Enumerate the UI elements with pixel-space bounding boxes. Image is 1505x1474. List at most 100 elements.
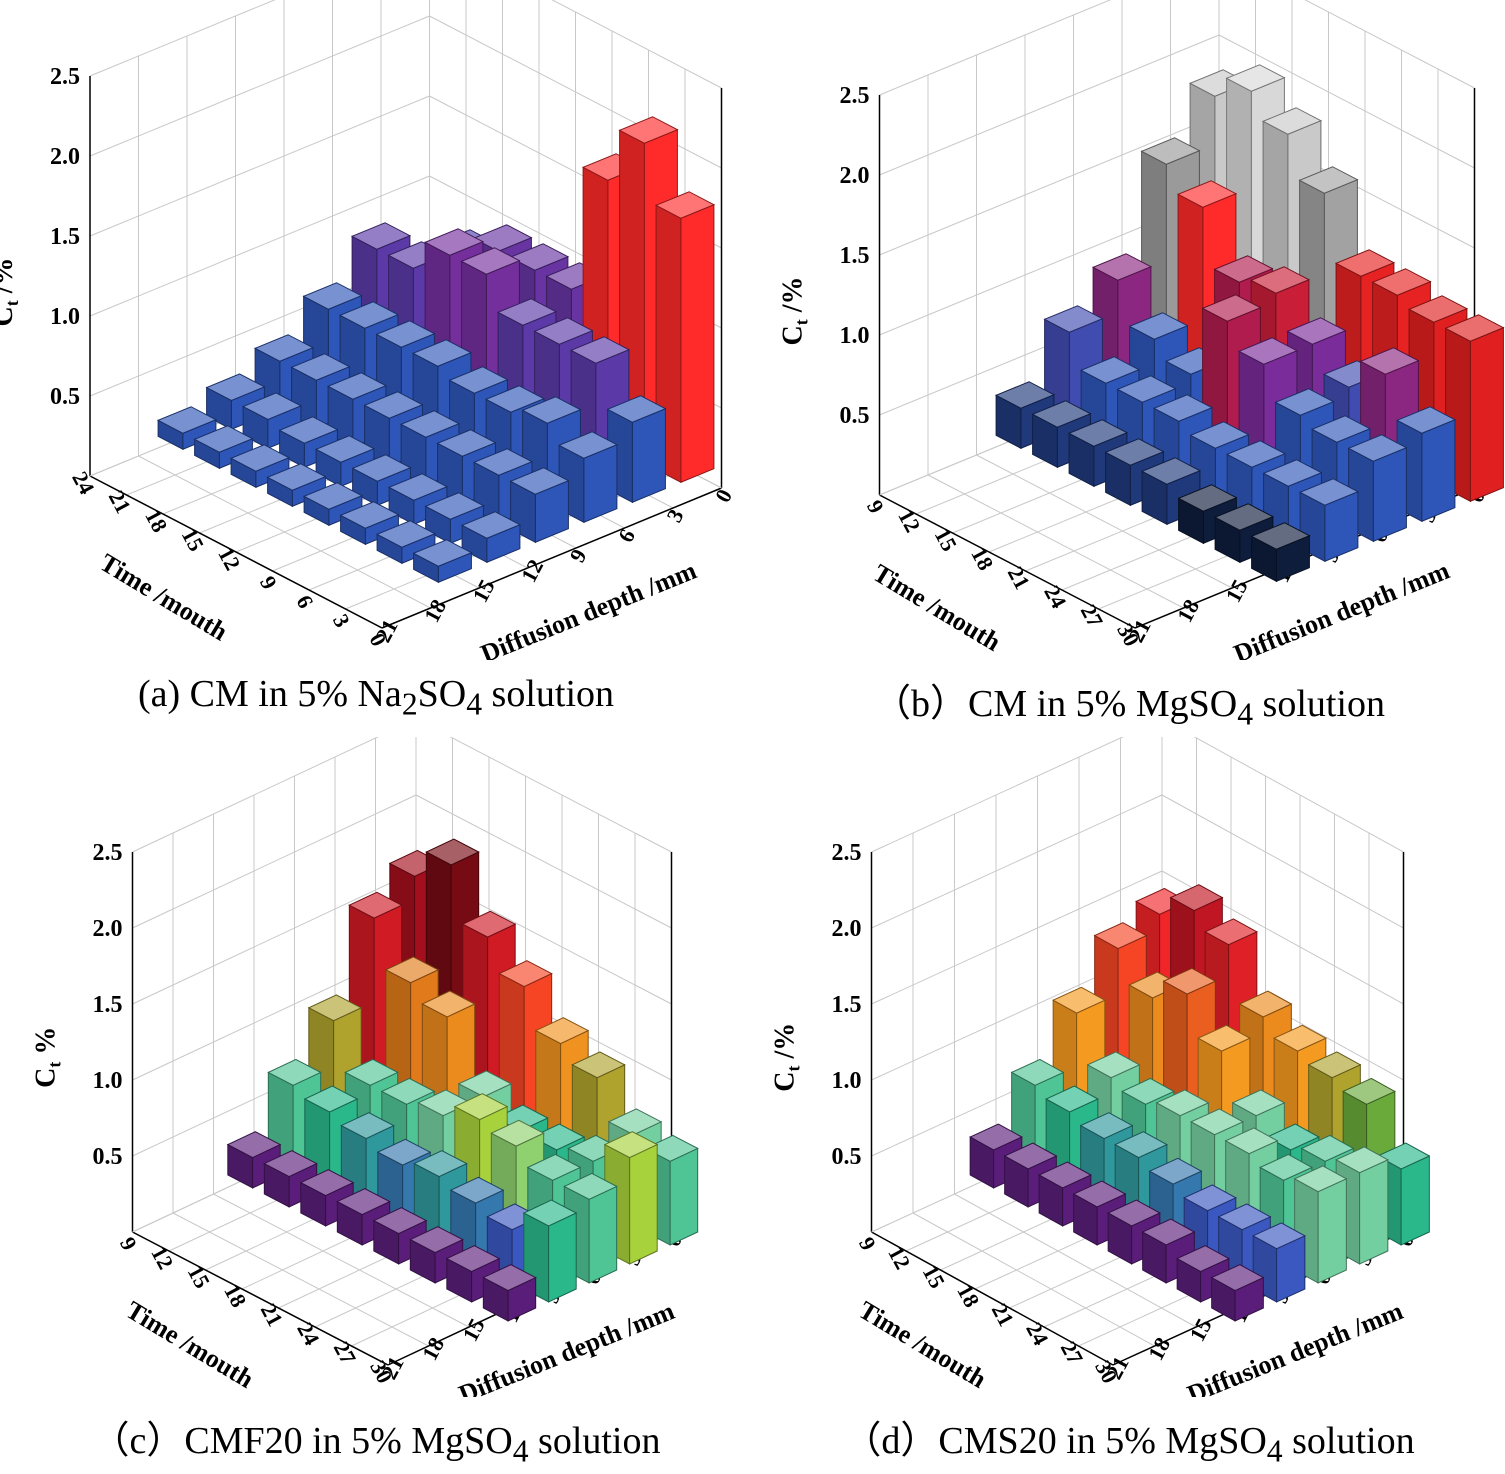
bar-face-top: [1249, 266, 1311, 294]
bar-face-top: [1086, 1051, 1141, 1079]
time-tick-label: 15: [930, 524, 962, 555]
bar-face-top: [1213, 503, 1275, 531]
bar-face-left: [1359, 1159, 1389, 1265]
bar-3d: [1250, 522, 1311, 583]
bar-face-top: [1238, 990, 1293, 1018]
z-tick-label: 1.0: [840, 323, 870, 349]
gridline: [912, 1212, 1155, 1347]
time-tick-label: 21: [1003, 562, 1035, 593]
bar-face-top: [461, 910, 517, 938]
bar-face-top: [1300, 1134, 1355, 1162]
bar-face-top: [453, 1093, 509, 1121]
z-axis: 0.5 1.0 1.5 2.0 2.5 Ct /%: [778, 83, 870, 429]
bar-face-top: [1148, 1157, 1203, 1185]
bar-face-top: [387, 473, 449, 501]
chart-panel-b: 0.5 1.0 1.5 2.0 2.5 Ct /% 9 12 15 18 21 24 27 30 Time …: [753, 0, 1505, 737]
depth-tick-label: 18: [1143, 1333, 1175, 1364]
bar-face-top: [1155, 1089, 1210, 1117]
bar-face-top: [457, 1070, 513, 1098]
bar-face-top: [1213, 255, 1274, 283]
depth-tick-label: 0: [710, 485, 737, 506]
bar-3d: [375, 520, 437, 565]
bar-face-top: [1189, 421, 1250, 449]
bar-face-top: [1201, 294, 1262, 322]
z-axis: 0.5 1.0 1.5 2.0 2.5 Ct /%: [770, 840, 862, 1170]
bar-face-top: [563, 1172, 618, 1200]
gridline: [89, 15, 430, 157]
time-tick-label: 12: [146, 1242, 178, 1273]
bar-face-top: [1273, 1024, 1327, 1052]
bar-3d: [482, 1264, 537, 1322]
gridline: [172, 1212, 429, 1347]
z-tick-label: 0.5: [840, 403, 870, 429]
time-tick-label: 9: [862, 496, 889, 517]
bar-face-top: [482, 1264, 537, 1292]
depth-tick-label: 15: [467, 575, 499, 606]
bar-face-left: [1400, 1155, 1430, 1246]
bar-3d: [193, 425, 254, 470]
z-tick-label: 2.5: [840, 83, 870, 109]
bar-face-top: [1162, 967, 1217, 995]
gridline: [1193, 737, 1404, 853]
bar-face-top: [607, 1108, 663, 1136]
time-tick-label: 18: [952, 1280, 984, 1311]
z-tick-label: 2.0: [50, 144, 80, 170]
gridline: [1218, 34, 1475, 169]
bar-face-top: [1293, 1165, 1348, 1193]
bar-face-top: [445, 1245, 501, 1273]
time-tick-label: 21: [987, 1299, 1019, 1330]
depth-tick-label: 18: [419, 595, 451, 626]
bar-face-top: [303, 1085, 359, 1113]
bar-face-top: [290, 353, 351, 381]
bar-face-top: [1310, 415, 1372, 443]
z-tick-label: 2.5: [50, 64, 80, 90]
bar-face-top: [1107, 1199, 1161, 1227]
bar-3d: [1141, 1218, 1196, 1284]
bars: [156, 116, 716, 584]
bar-face-top: [1395, 406, 1457, 434]
bar-face-top: [1114, 1131, 1168, 1159]
depth-axis-label: Diffusion depth /mm: [455, 1296, 679, 1397]
bar-face-top: [399, 410, 461, 438]
time-axis-label: Time /mouth: [95, 548, 233, 647]
bar-face-top: [1038, 1161, 1092, 1189]
bar-face-top: [1252, 1222, 1306, 1250]
gridline: [449, 737, 672, 853]
caption-c: （c）CMF20 in 5% MgSO4 solution: [91, 1420, 661, 1469]
z-tick-label: 1.5: [50, 224, 80, 250]
bar-face-left: [1317, 1178, 1347, 1284]
bar-face-top: [413, 1150, 468, 1178]
bar-face-top: [425, 838, 480, 866]
depth-axis-label: Diffusion depth /mm: [477, 556, 701, 660]
time-axis-label: Time /mouth: [121, 1295, 259, 1394]
time-tick-label: 12: [213, 543, 245, 574]
z-tick-label: 1.5: [840, 243, 870, 269]
bar-face-top: [603, 1131, 659, 1159]
bar-face-top: [1237, 337, 1299, 365]
z-axis-label: Ct %: [31, 1027, 65, 1088]
bar-face-top: [226, 1131, 282, 1159]
bar-face-top: [496, 298, 558, 326]
z-tick-label: 0.5: [93, 1144, 123, 1170]
time-axis-label: Time /mouth: [868, 558, 1006, 657]
bar-face-left: [548, 1212, 577, 1303]
bar-face-top: [606, 395, 667, 423]
bar-face-top: [339, 501, 400, 529]
bar-3d: [156, 406, 218, 451]
time-tick-label: 18: [966, 543, 998, 574]
bar-face-top: [618, 116, 679, 144]
depth-tick-label: 6: [613, 525, 640, 546]
bars: [226, 838, 699, 1322]
z-axis-label: Ct /%: [0, 257, 22, 326]
bar-face-top: [1140, 137, 1201, 165]
bar-face-top: [1031, 400, 1092, 428]
time-tick-label: 21: [256, 1299, 288, 1330]
bar-face-top: [472, 448, 534, 476]
bar-face-top: [521, 396, 582, 424]
bar-face-top: [1225, 64, 1286, 92]
bar-face-top: [1298, 166, 1359, 194]
bar-face-top: [1334, 249, 1396, 277]
time-tick-label: 15: [918, 1261, 950, 1292]
bar-face-top: [1261, 107, 1323, 135]
